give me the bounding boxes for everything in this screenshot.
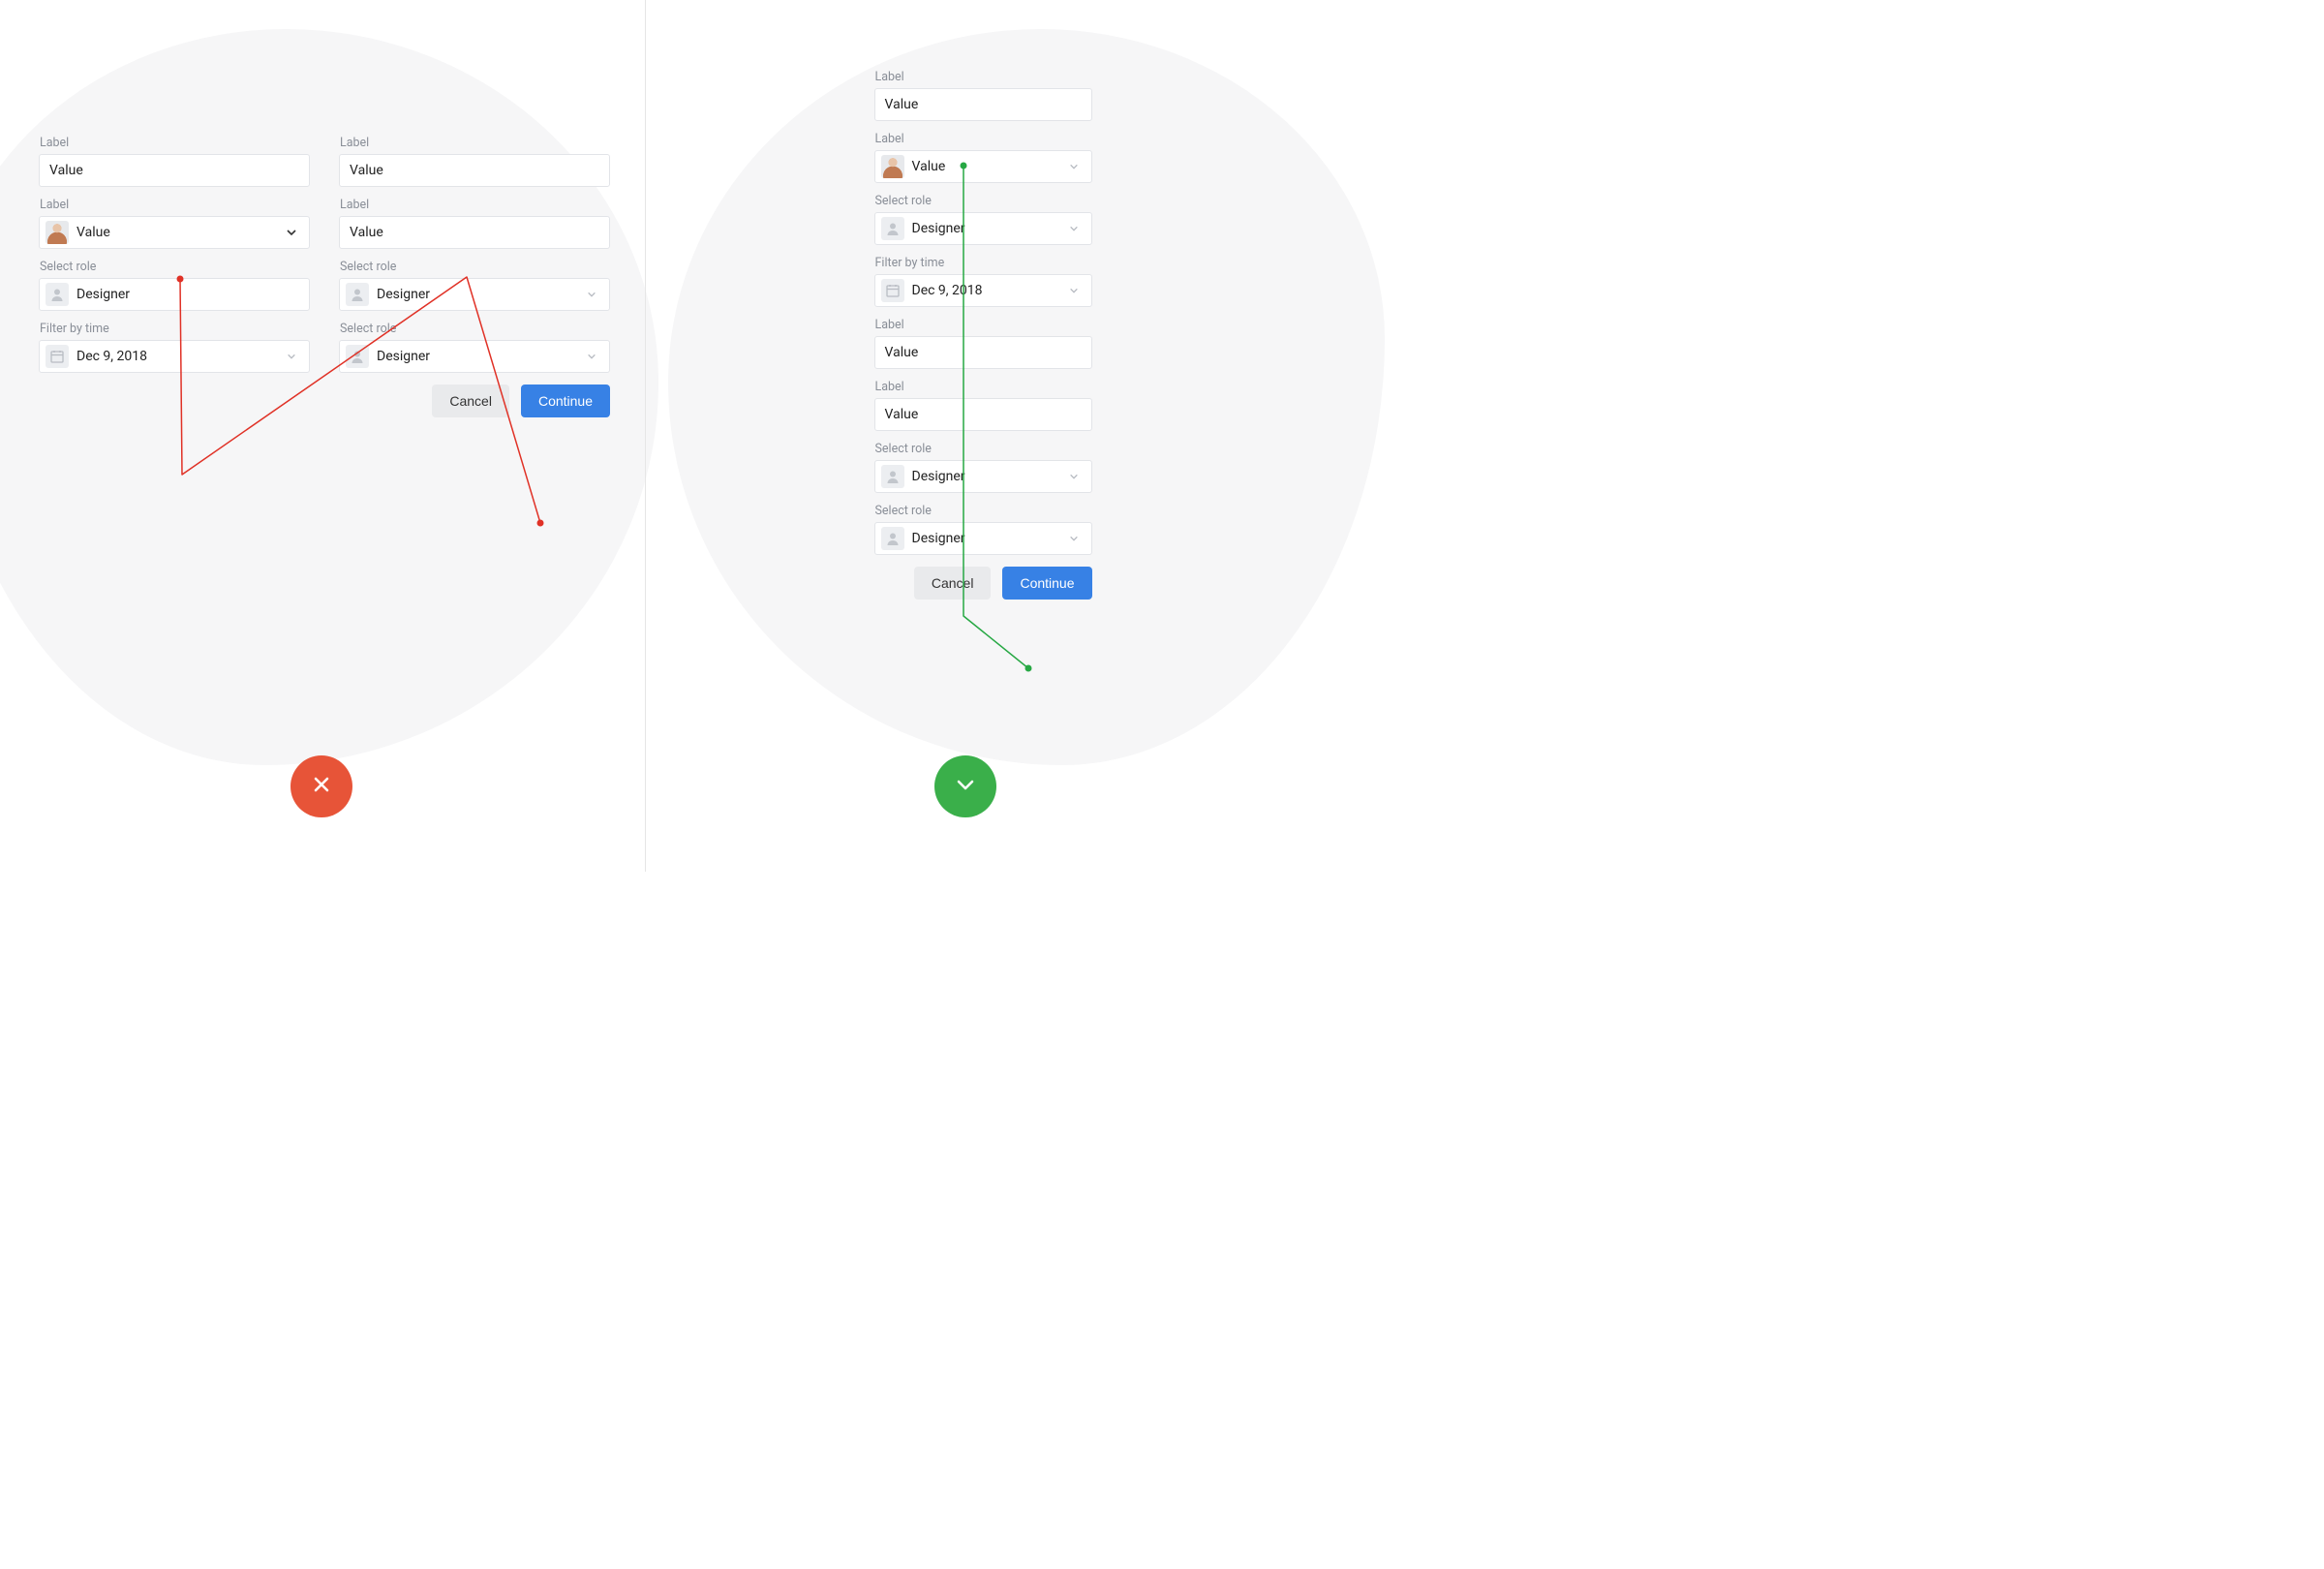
field-r7: Select role Designer — [874, 442, 1092, 493]
field-label: Label — [874, 132, 1092, 146]
input-value: Value — [350, 225, 599, 240]
vertical-divider — [645, 0, 646, 872]
avatar-icon — [46, 221, 69, 244]
calendar-icon — [881, 279, 904, 302]
user-icon — [346, 345, 369, 368]
field-l2-2: Label Value — [339, 198, 610, 249]
user-icon — [346, 283, 369, 306]
input-value: Value — [885, 345, 1082, 360]
field-label: Select role — [874, 504, 1092, 518]
left-actions: Cancel Continue — [339, 385, 610, 417]
role-select[interactable]: Designer — [874, 460, 1092, 493]
field-l2-1: Label Value — [339, 136, 610, 187]
date-value: Dec 9, 2018 — [912, 283, 1066, 298]
input-value: Value — [49, 163, 299, 178]
select-value: Value — [76, 225, 284, 240]
x-icon — [311, 774, 332, 799]
text-input[interactable]: Value — [39, 154, 310, 187]
field-r5: Label Value — [874, 318, 1092, 369]
good-example-panel: Label Value Label Value Select role — [707, 70, 1259, 600]
date-select[interactable]: Dec 9, 2018 — [39, 340, 310, 373]
select-value: Value — [912, 159, 1066, 174]
select-value: Designer — [912, 469, 1066, 484]
user-icon — [881, 217, 904, 240]
field-label: Select role — [339, 260, 610, 274]
user-icon — [881, 527, 904, 550]
chevron-down-icon — [1066, 531, 1082, 546]
date-select[interactable]: Dec 9, 2018 — [874, 274, 1092, 307]
input-value: Value — [350, 163, 599, 178]
chevron-down-icon — [584, 287, 599, 302]
calendar-icon — [46, 345, 69, 368]
field-r2: Label Value — [874, 132, 1092, 183]
field-r3: Select role Designer — [874, 194, 1092, 245]
text-input[interactable]: Value — [874, 88, 1092, 121]
role-select[interactable]: Designer — [874, 212, 1092, 245]
user-icon — [46, 283, 69, 306]
text-input[interactable]: Value — [874, 336, 1092, 369]
field-label: Label — [39, 198, 310, 212]
chevron-down-icon — [1066, 283, 1082, 298]
left-col-1: Label Value Label Value — [39, 136, 310, 417]
input-value: Value — [885, 407, 1082, 422]
field-label: Label — [874, 380, 1092, 394]
left-col-2: Label Value Label Value Select role — [339, 136, 610, 417]
field-label: Filter by time — [39, 322, 310, 336]
input-value: Value — [885, 97, 1082, 112]
continue-button[interactable]: Continue — [521, 385, 610, 417]
good-verdict-badge — [934, 755, 996, 817]
select-value: Designer — [912, 531, 1066, 546]
select-value: Designer — [76, 287, 299, 302]
field-label: Label — [874, 318, 1092, 332]
field-r1: Label Value — [874, 70, 1092, 121]
field-label: Label — [339, 198, 610, 212]
chevron-down-icon — [1066, 159, 1082, 174]
chevron-down-icon — [1066, 469, 1082, 484]
right-actions: Cancel Continue — [874, 567, 1092, 600]
user-icon — [881, 465, 904, 488]
role-select[interactable]: Designer — [39, 278, 310, 311]
avatar-select[interactable]: Value — [874, 150, 1092, 183]
chevron-down-icon — [584, 349, 599, 364]
cancel-button[interactable]: Cancel — [914, 567, 992, 600]
chevron-down-icon — [284, 349, 299, 364]
field-l1-2: Label Value — [39, 198, 310, 249]
role-select[interactable]: Designer — [339, 278, 610, 311]
text-input[interactable]: Value — [874, 398, 1092, 431]
chevron-down-icon — [954, 773, 977, 800]
avatar-icon — [881, 155, 904, 178]
field-l1-1: Label Value — [39, 136, 310, 187]
select-value: Designer — [912, 221, 1066, 236]
avatar-select[interactable]: Value — [39, 216, 310, 249]
field-l1-3: Select role Designer — [39, 260, 310, 311]
bad-verdict-badge — [290, 755, 352, 817]
field-label: Filter by time — [874, 256, 1092, 270]
role-select[interactable]: Designer — [874, 522, 1092, 555]
text-input[interactable]: Value — [339, 154, 610, 187]
field-l2-4: Select role Designer — [339, 322, 610, 373]
continue-button[interactable]: Continue — [1002, 567, 1091, 600]
chevron-down-icon — [284, 225, 299, 240]
role-select[interactable]: Designer — [339, 340, 610, 373]
field-l1-4: Filter by time Dec 9, 2018 — [39, 322, 310, 373]
field-label: Select role — [39, 260, 310, 274]
field-label: Label — [874, 70, 1092, 84]
select-value: Designer — [377, 287, 584, 302]
bad-example-panel: Label Value Label Value — [39, 136, 610, 417]
cancel-button[interactable]: Cancel — [432, 385, 509, 417]
field-r8: Select role Designer — [874, 504, 1092, 555]
field-label: Label — [39, 136, 310, 150]
text-input[interactable]: Value — [339, 216, 610, 249]
field-r4: Filter by time Dec 9, 2018 — [874, 256, 1092, 307]
select-value: Designer — [377, 349, 584, 364]
field-label: Select role — [339, 322, 610, 336]
field-label: Select role — [874, 194, 1092, 208]
field-r6: Label Value — [874, 380, 1092, 431]
field-label: Select role — [874, 442, 1092, 456]
field-label: Label — [339, 136, 610, 150]
chevron-down-icon — [1066, 221, 1082, 236]
field-l2-3: Select role Designer — [339, 260, 610, 311]
date-value: Dec 9, 2018 — [76, 349, 284, 364]
